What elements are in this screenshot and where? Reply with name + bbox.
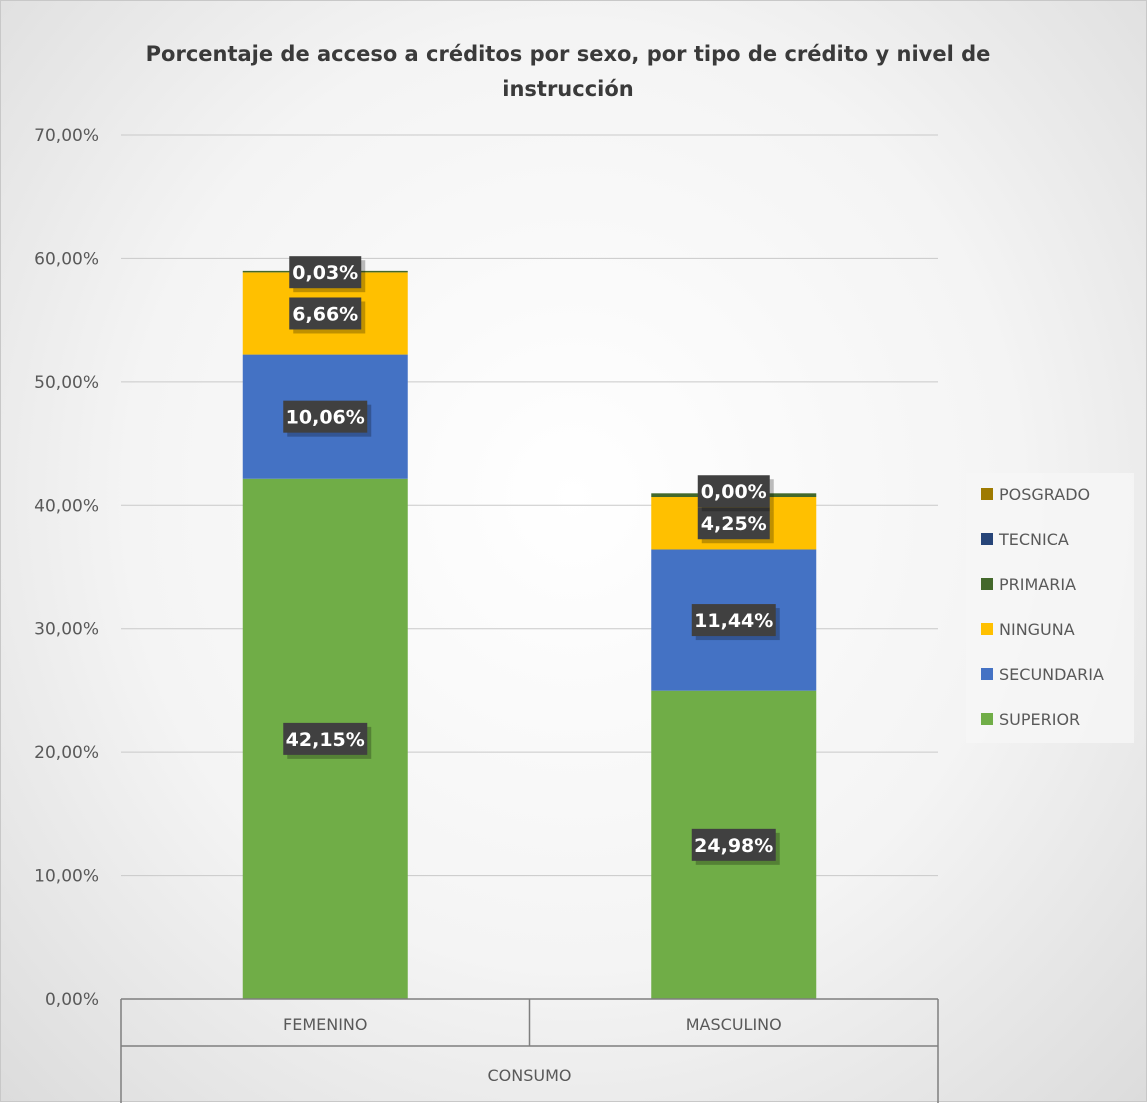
legend-item-tecnica: TECNICA (981, 530, 1069, 549)
data-label-text: 10,06% (286, 407, 365, 429)
y-tick-label: 60,00% (34, 249, 99, 269)
data-label-text: 0,03% (292, 262, 358, 284)
data-label-box (289, 256, 362, 289)
legend-label: TECNICA (998, 530, 1069, 549)
legend-swatch (981, 623, 993, 635)
data-label-box (283, 400, 368, 433)
legend-swatch (981, 533, 993, 545)
data-label-ninguna-femenino: 6,66% (289, 297, 366, 334)
data-label-box (289, 297, 362, 330)
legend-item-superior: SUPERIOR (981, 710, 1080, 729)
y-tick-label: 50,00% (34, 373, 99, 393)
legend-swatch (981, 578, 993, 590)
data-label-primaria-masculino: 0,00% (697, 475, 774, 512)
data-label-box (691, 604, 776, 637)
legend-swatch (981, 713, 993, 725)
legend-item-ninguna: NINGUNA (981, 620, 1075, 639)
y-tick-label: 70,00% (34, 126, 99, 146)
y-tick-label: 20,00% (34, 743, 99, 763)
x-tick-label-masculino: MASCULINO (686, 1015, 782, 1034)
data-label-text: 4,25% (701, 513, 767, 535)
data-label-secundaria-femenino: 10,06% (283, 400, 372, 437)
legend-item-secundaria: SECUNDARIA (981, 665, 1104, 684)
legend-label: SUPERIOR (999, 710, 1080, 729)
legend-swatch (981, 668, 993, 680)
data-label-box (697, 507, 770, 540)
data-label-box (283, 722, 368, 755)
data-label-text: 11,44% (694, 610, 773, 632)
legend-item-posgrado: POSGRADO (981, 485, 1090, 504)
x-tick-label-femenino: FEMENINO (283, 1015, 367, 1034)
x-group-label: CONSUMO (488, 1066, 572, 1085)
legend-label: PRIMARIA (999, 575, 1076, 594)
data-label-text: 24,98% (694, 835, 773, 857)
legend-label: SECUNDARIA (999, 665, 1104, 684)
data-label-superior-masculino: 24,98% (691, 828, 780, 865)
y-tick-label: 0,00% (45, 990, 99, 1010)
y-tick-label: 10,00% (34, 867, 99, 887)
y-tick-label: 30,00% (34, 620, 99, 640)
data-label-box (691, 828, 776, 861)
data-label-secundaria-masculino: 11,44% (691, 604, 780, 641)
data-label-primaria-femenino: 0,03% (289, 256, 366, 293)
legend-swatch (981, 488, 993, 500)
data-label-text: 42,15% (286, 729, 365, 751)
legend-item-primaria: PRIMARIA (981, 575, 1076, 594)
data-label-ninguna-masculino: 4,25% (697, 507, 774, 544)
y-tick-label: 40,00% (34, 496, 99, 516)
legend-box (966, 473, 1134, 743)
legend-label: POSGRADO (999, 485, 1090, 504)
data-label-text: 0,00% (701, 481, 767, 503)
data-label-box (697, 475, 770, 508)
data-label-text: 6,66% (292, 303, 358, 325)
chart-title-line-2: instrucción (502, 77, 633, 101)
chart-title-line-1: Porcentaje de acceso a créditos por sexo… (146, 42, 991, 66)
data-label-superior-femenino: 42,15% (283, 722, 372, 759)
legend-label: NINGUNA (999, 620, 1075, 639)
